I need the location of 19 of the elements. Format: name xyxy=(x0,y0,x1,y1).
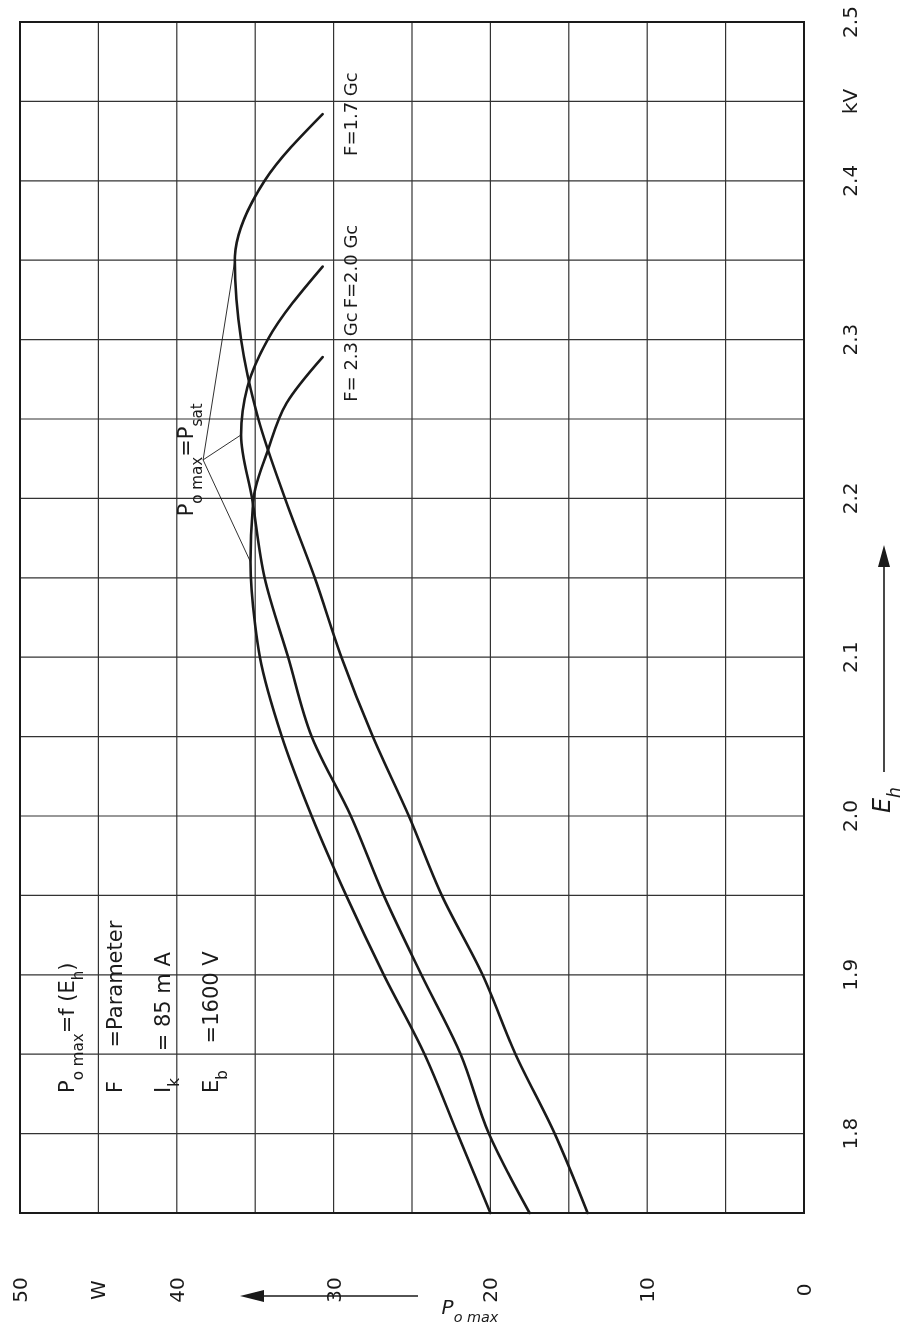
y-tick-label: 1.9 xyxy=(838,958,862,991)
x-tick-label: W xyxy=(86,1279,111,1300)
y-tick-label: 2.4 xyxy=(838,164,862,197)
y-tick-label: 2.3 xyxy=(838,323,862,356)
x-tick-label: 30 xyxy=(321,1277,346,1303)
y-tick-label: kV xyxy=(838,88,862,115)
y-tick-label: 2.0 xyxy=(838,800,862,832)
y-tick-label: 1.8 xyxy=(838,1117,862,1150)
x-tick-label: 10 xyxy=(635,1277,660,1303)
annotation: F =Parameter xyxy=(103,920,127,1093)
text: F=2.0 Gc xyxy=(339,224,361,309)
text: F= 2.3 Gc xyxy=(339,312,361,402)
y-tick-label: 2.2 xyxy=(838,482,862,515)
y-tick-label: 2.5 xyxy=(838,6,862,38)
text: F=1.7 Gc xyxy=(339,72,361,156)
x-tick-label: 0 xyxy=(792,1283,816,1297)
x-tick-label: 40 xyxy=(164,1277,189,1303)
x-tick-label: 50 xyxy=(8,1277,32,1303)
y-tick-label: 2.1 xyxy=(838,641,862,674)
